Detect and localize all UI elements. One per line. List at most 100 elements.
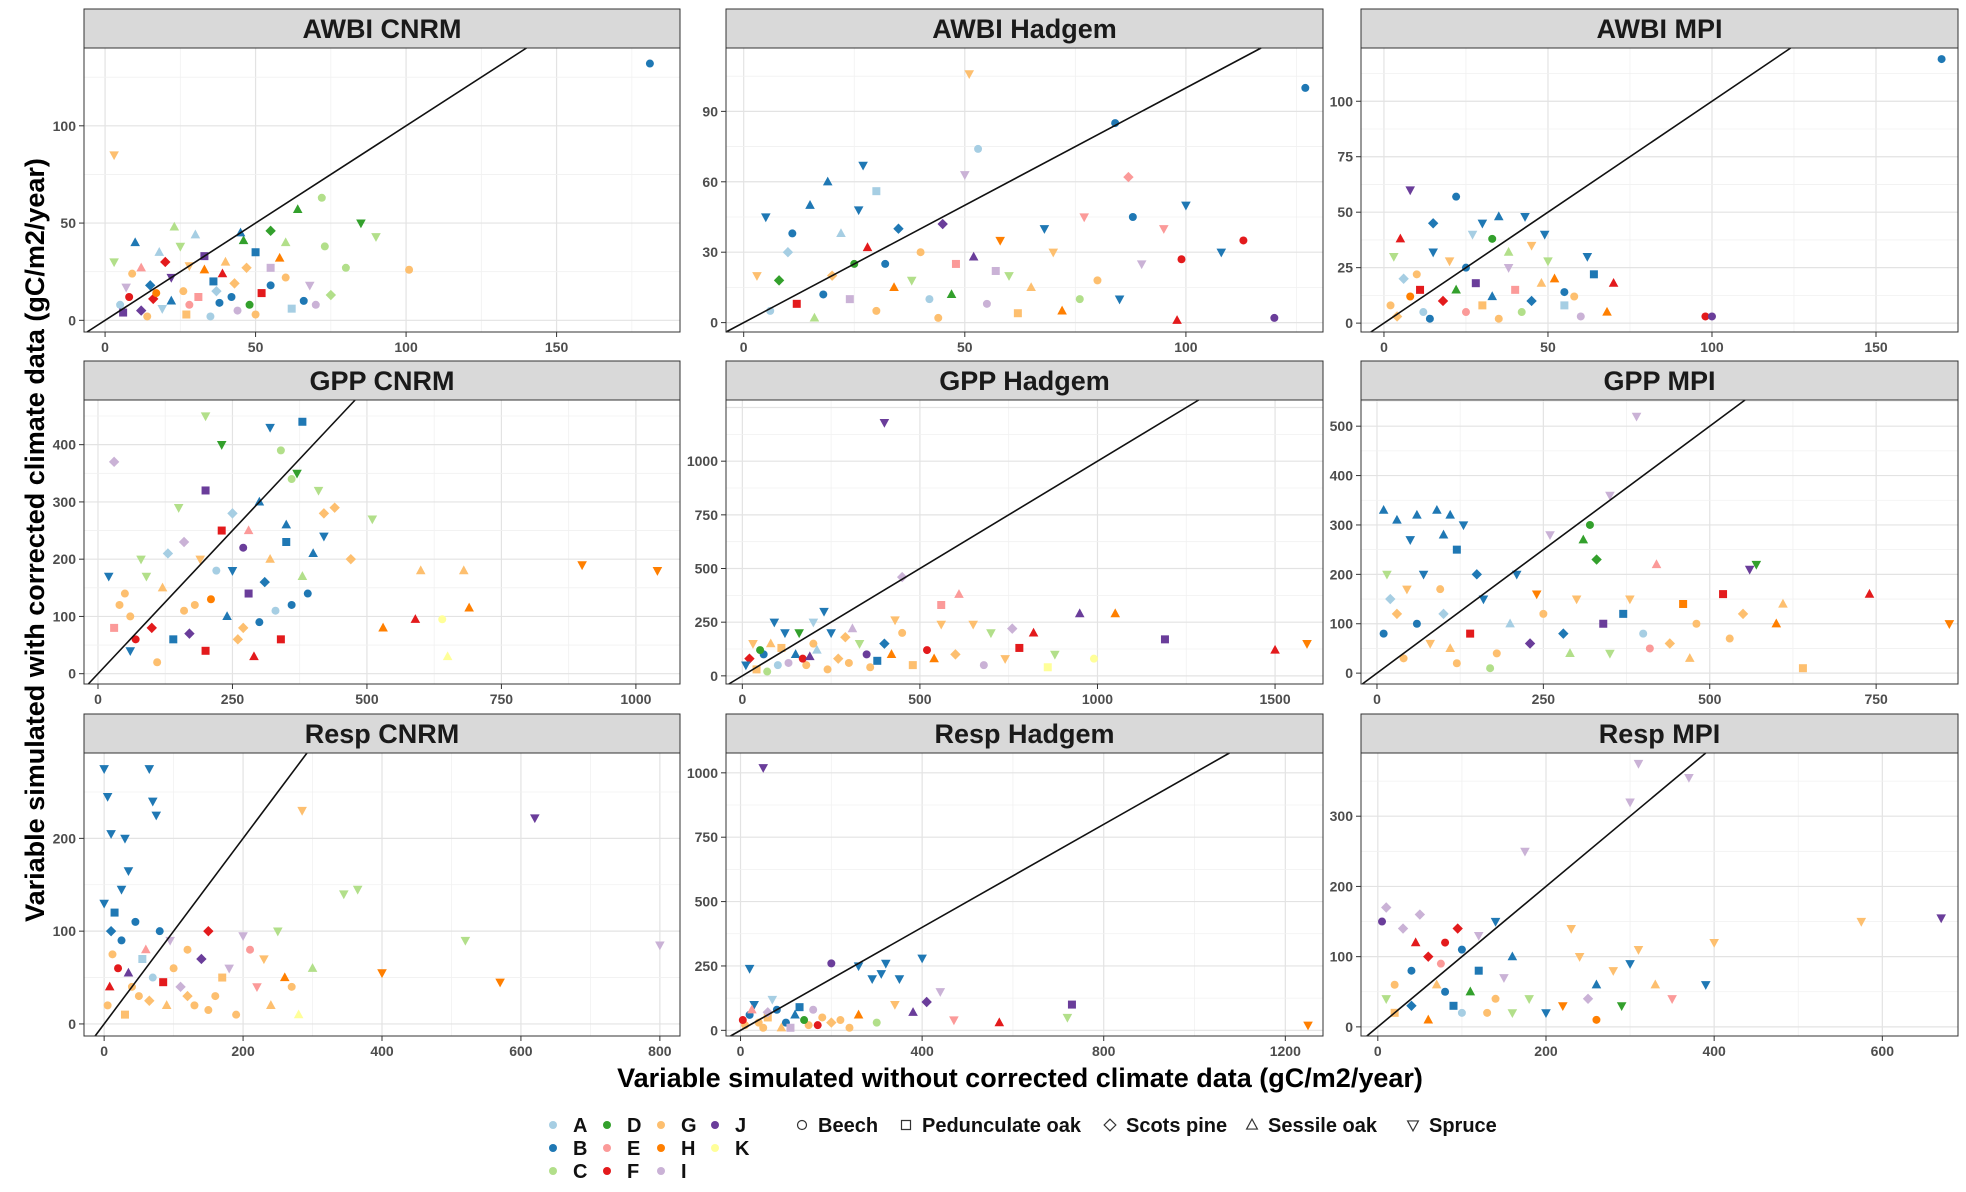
data-point: [1478, 595, 1489, 605]
data-point: [1416, 285, 1425, 294]
y-tick-label: 50: [1337, 204, 1353, 220]
facet-title: GPP CNRM: [309, 366, 454, 396]
data-point: [212, 566, 221, 575]
gridlines: [1361, 753, 1958, 1036]
data-point: [123, 867, 134, 877]
data-point: [169, 964, 178, 973]
data-point: [1441, 938, 1450, 947]
panel-border: [1360, 752, 1959, 1037]
data-point: [178, 536, 190, 548]
panel-border: [1360, 399, 1959, 685]
data-point: [836, 228, 846, 238]
data-point: [1427, 218, 1439, 229]
data-point: [1664, 638, 1676, 649]
x-tick-label: 500: [1698, 691, 1722, 707]
legend-label: Pedunculate oak: [922, 1115, 1082, 1137]
data-point: [356, 219, 366, 229]
data-point: [271, 606, 280, 615]
data-point: [802, 661, 811, 670]
legend-label: K: [735, 1138, 750, 1160]
x-tick-label: 50: [1540, 339, 1556, 355]
data-point: [157, 305, 168, 314]
data-point: [759, 1023, 768, 1032]
legend-site-k: K: [711, 1138, 750, 1160]
y-tick-label: 0: [1345, 1019, 1353, 1035]
data-point: [1425, 639, 1436, 649]
x-tick-label: 0: [738, 691, 746, 707]
data-point: [1405, 536, 1416, 545]
data-point: [1177, 255, 1186, 264]
x-tick-label: 1000: [620, 691, 651, 707]
facet-title: Resp CNRM: [305, 719, 460, 749]
data-point: [879, 638, 890, 649]
legend-label: J: [735, 1115, 746, 1137]
y-tick-label: 750: [695, 507, 719, 523]
data-point: [1423, 1014, 1434, 1024]
data-point: [1432, 504, 1442, 514]
data-point: [1431, 979, 1442, 989]
y-tick-label: 500: [1330, 418, 1354, 434]
data-point: [935, 988, 946, 997]
y-tick-label: 300: [53, 494, 77, 510]
data-point: [1582, 993, 1594, 1004]
data-point: [243, 525, 254, 535]
data-point: [415, 565, 426, 575]
data-point: [822, 176, 833, 186]
data-point: [1093, 276, 1102, 285]
panel-gpp-cnrm: GPP CNRM 0 250 500 750 1000 0 100 200 300 400: [53, 360, 681, 707]
data-point: [238, 932, 248, 941]
y-axis-label: Variable simulated with corrected climat…: [20, 158, 50, 922]
x-tick-label: 500: [355, 691, 379, 707]
data-point: [1457, 945, 1466, 954]
legend-label: C: [573, 1161, 587, 1183]
data-point: [812, 644, 822, 654]
data-point: [206, 312, 215, 321]
data-point: [1301, 83, 1310, 92]
y-tick-label: 90: [702, 103, 718, 119]
x-tick-label: 50: [957, 339, 973, 355]
data-point: [1043, 663, 1052, 672]
data-point: [266, 281, 275, 290]
data-point: [1473, 931, 1484, 941]
data-point: [1181, 201, 1191, 211]
facet-strip: [725, 360, 1324, 401]
legend-label: G: [681, 1115, 697, 1137]
data-point: [464, 602, 474, 612]
data-point: [1578, 534, 1589, 544]
data-point: [1744, 565, 1755, 575]
legend-key: [711, 1121, 719, 1129]
data-point: [809, 312, 820, 322]
data-point: [1560, 288, 1569, 297]
data-point: [1379, 629, 1388, 638]
x-tick-label: 800: [1092, 1043, 1116, 1059]
gridlines: [726, 400, 1323, 684]
panel-gpp-hadgem: GPP Hadgem 0 500 1000 1500 0 250 500 750 1000: [687, 360, 1324, 707]
data-point: [1625, 595, 1635, 605]
data-point: [1864, 588, 1875, 598]
data-point: [146, 622, 157, 634]
y-tick-label: 0: [68, 666, 76, 682]
data-point: [1391, 311, 1403, 322]
legend-site-g: G: [657, 1115, 697, 1137]
data-point: [265, 423, 275, 433]
legend-shape: [900, 1119, 912, 1131]
data-point: [329, 502, 340, 513]
axis-ticks: 0 500 1000 1500 0 250 500 750 1000: [687, 453, 1291, 707]
data-point: [159, 978, 168, 987]
data-point: [239, 543, 248, 552]
identity-line: [1370, 47, 1792, 333]
data-point: [1650, 979, 1661, 989]
identity-line: [730, 752, 1230, 1037]
data-point: [1608, 277, 1619, 287]
points: [103, 412, 663, 667]
data-point: [974, 144, 983, 153]
x-tick-label: 250: [1532, 691, 1556, 707]
data-point: [893, 223, 904, 234]
data-point: [1378, 504, 1389, 514]
data-point: [1545, 531, 1555, 541]
data-point: [805, 200, 815, 209]
data-point: [199, 264, 210, 274]
data-point: [194, 292, 203, 301]
x-tick-label: 600: [509, 1043, 533, 1059]
data-point: [1605, 491, 1615, 501]
